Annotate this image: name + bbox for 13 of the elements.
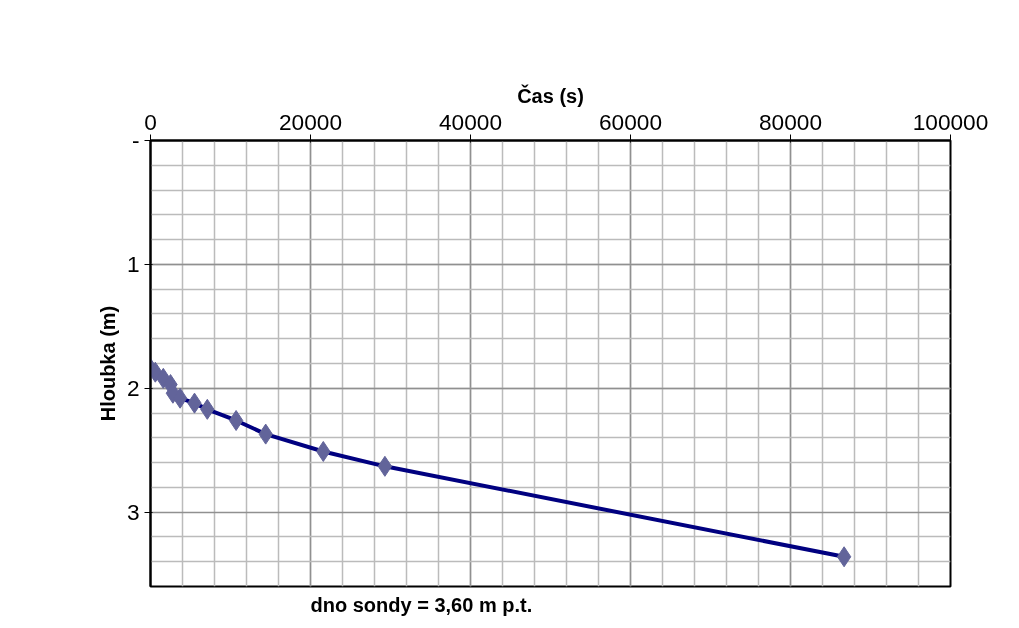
x-tick-label: 80000 (759, 108, 823, 135)
text: dno sondy = 3,60 m p.t. (310, 593, 533, 616)
y-tick-label: - (131, 127, 140, 153)
x-tick-label: 60000 (599, 108, 663, 135)
y-tick-label: 3 (126, 498, 140, 525)
x-axis-title: Čas (s) (517, 83, 584, 107)
x-tick-label: 0 (144, 108, 157, 135)
x-tick-label: 100000 (912, 108, 989, 135)
y-tick-label: 2 (126, 374, 140, 401)
y-axis-title: Hloubka (m) (96, 305, 119, 422)
y-tick-label: 1 (126, 250, 140, 277)
x-tick-label: 20000 (279, 108, 343, 135)
x-tick-label: 40000 (439, 108, 503, 135)
